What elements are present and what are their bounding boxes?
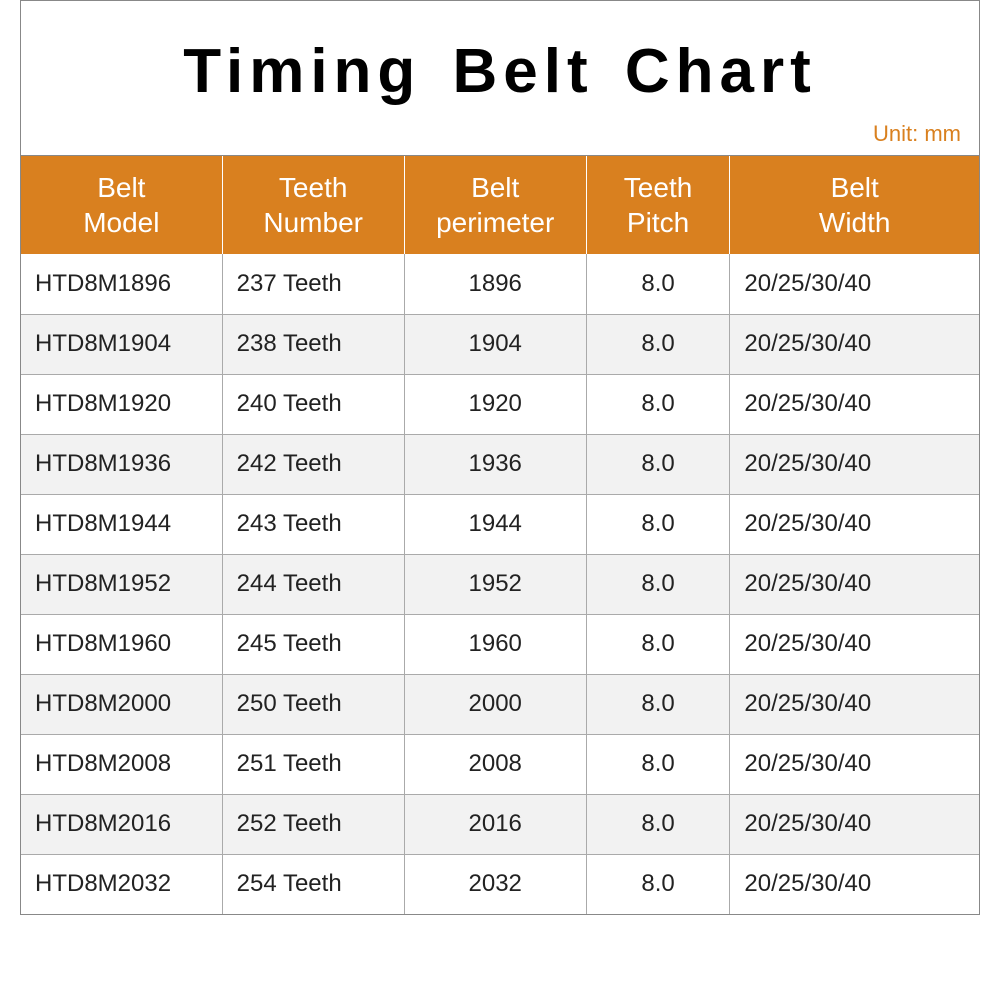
- cell-perimeter: 1936: [404, 434, 586, 494]
- col-header-pitch: TeethPitch: [586, 156, 730, 254]
- cell-teeth: 252 Teeth: [222, 794, 404, 854]
- cell-perimeter: 2016: [404, 794, 586, 854]
- cell-pitch: 8.0: [586, 494, 730, 554]
- cell-perimeter: 2000: [404, 674, 586, 734]
- cell-width: 20/25/30/40: [730, 314, 979, 374]
- cell-pitch: 8.0: [586, 434, 730, 494]
- table-row: HTD8M2032254 Teeth20328.020/25/30/40: [21, 854, 979, 914]
- cell-pitch: 8.0: [586, 614, 730, 674]
- cell-teeth: 243 Teeth: [222, 494, 404, 554]
- table-row: HTD8M1936242 Teeth19368.020/25/30/40: [21, 434, 979, 494]
- unit-label: Unit: mm: [873, 121, 961, 147]
- cell-width: 20/25/30/40: [730, 434, 979, 494]
- table-row: HTD8M1944243 Teeth19448.020/25/30/40: [21, 494, 979, 554]
- cell-teeth: 250 Teeth: [222, 674, 404, 734]
- cell-width: 20/25/30/40: [730, 614, 979, 674]
- cell-teeth: 237 Teeth: [222, 254, 404, 314]
- cell-pitch: 8.0: [586, 254, 730, 314]
- table-row: HTD8M2000250 Teeth20008.020/25/30/40: [21, 674, 979, 734]
- cell-perimeter: 1952: [404, 554, 586, 614]
- col-header-model: BeltModel: [21, 156, 222, 254]
- cell-model: HTD8M1960: [21, 614, 222, 674]
- cell-pitch: 8.0: [586, 314, 730, 374]
- table-row: HTD8M1952244 Teeth19528.020/25/30/40: [21, 554, 979, 614]
- cell-model: HTD8M2008: [21, 734, 222, 794]
- cell-teeth: 251 Teeth: [222, 734, 404, 794]
- cell-width: 20/25/30/40: [730, 554, 979, 614]
- col-header-width: BeltWidth: [730, 156, 979, 254]
- cell-width: 20/25/30/40: [730, 254, 979, 314]
- table-row: HTD8M2016252 Teeth20168.020/25/30/40: [21, 794, 979, 854]
- cell-model: HTD8M1904: [21, 314, 222, 374]
- cell-model: HTD8M2016: [21, 794, 222, 854]
- cell-width: 20/25/30/40: [730, 734, 979, 794]
- cell-perimeter: 1904: [404, 314, 586, 374]
- chart-container: Timing Belt Chart Unit: mm BeltModel Tee…: [20, 0, 980, 915]
- table-row: HTD8M1896237 Teeth18968.020/25/30/40: [21, 254, 979, 314]
- table-header-row: BeltModel TeethNumber Beltperimeter Teet…: [21, 156, 979, 254]
- cell-width: 20/25/30/40: [730, 494, 979, 554]
- cell-teeth: 240 Teeth: [222, 374, 404, 434]
- table-row: HTD8M1920240 Teeth19208.020/25/30/40: [21, 374, 979, 434]
- cell-pitch: 8.0: [586, 674, 730, 734]
- cell-teeth: 244 Teeth: [222, 554, 404, 614]
- cell-pitch: 8.0: [586, 734, 730, 794]
- cell-width: 20/25/30/40: [730, 794, 979, 854]
- col-header-perimeter: Beltperimeter: [404, 156, 586, 254]
- cell-width: 20/25/30/40: [730, 374, 979, 434]
- cell-width: 20/25/30/40: [730, 674, 979, 734]
- cell-perimeter: 1944: [404, 494, 586, 554]
- cell-teeth: 254 Teeth: [222, 854, 404, 914]
- cell-pitch: 8.0: [586, 554, 730, 614]
- cell-model: HTD8M2000: [21, 674, 222, 734]
- cell-perimeter: 2008: [404, 734, 586, 794]
- cell-model: HTD8M1936: [21, 434, 222, 494]
- cell-perimeter: 1920: [404, 374, 586, 434]
- cell-perimeter: 1960: [404, 614, 586, 674]
- cell-teeth: 242 Teeth: [222, 434, 404, 494]
- cell-model: HTD8M1896: [21, 254, 222, 314]
- cell-model: HTD8M1944: [21, 494, 222, 554]
- table-row: HTD8M1904238 Teeth19048.020/25/30/40: [21, 314, 979, 374]
- page-title: Timing Belt Chart: [21, 1, 979, 107]
- table-row: HTD8M2008251 Teeth20088.020/25/30/40: [21, 734, 979, 794]
- cell-pitch: 8.0: [586, 854, 730, 914]
- table-row: HTD8M1960245 Teeth19608.020/25/30/40: [21, 614, 979, 674]
- cell-teeth: 245 Teeth: [222, 614, 404, 674]
- cell-pitch: 8.0: [586, 794, 730, 854]
- title-area: Timing Belt Chart Unit: mm: [21, 1, 979, 156]
- cell-perimeter: 1896: [404, 254, 586, 314]
- timing-belt-table: BeltModel TeethNumber Beltperimeter Teet…: [21, 156, 979, 914]
- cell-perimeter: 2032: [404, 854, 586, 914]
- cell-pitch: 8.0: [586, 374, 730, 434]
- cell-teeth: 238 Teeth: [222, 314, 404, 374]
- cell-model: HTD8M2032: [21, 854, 222, 914]
- table-body: HTD8M1896237 Teeth18968.020/25/30/40HTD8…: [21, 254, 979, 914]
- cell-model: HTD8M1920: [21, 374, 222, 434]
- cell-model: HTD8M1952: [21, 554, 222, 614]
- col-header-teeth: TeethNumber: [222, 156, 404, 254]
- cell-width: 20/25/30/40: [730, 854, 979, 914]
